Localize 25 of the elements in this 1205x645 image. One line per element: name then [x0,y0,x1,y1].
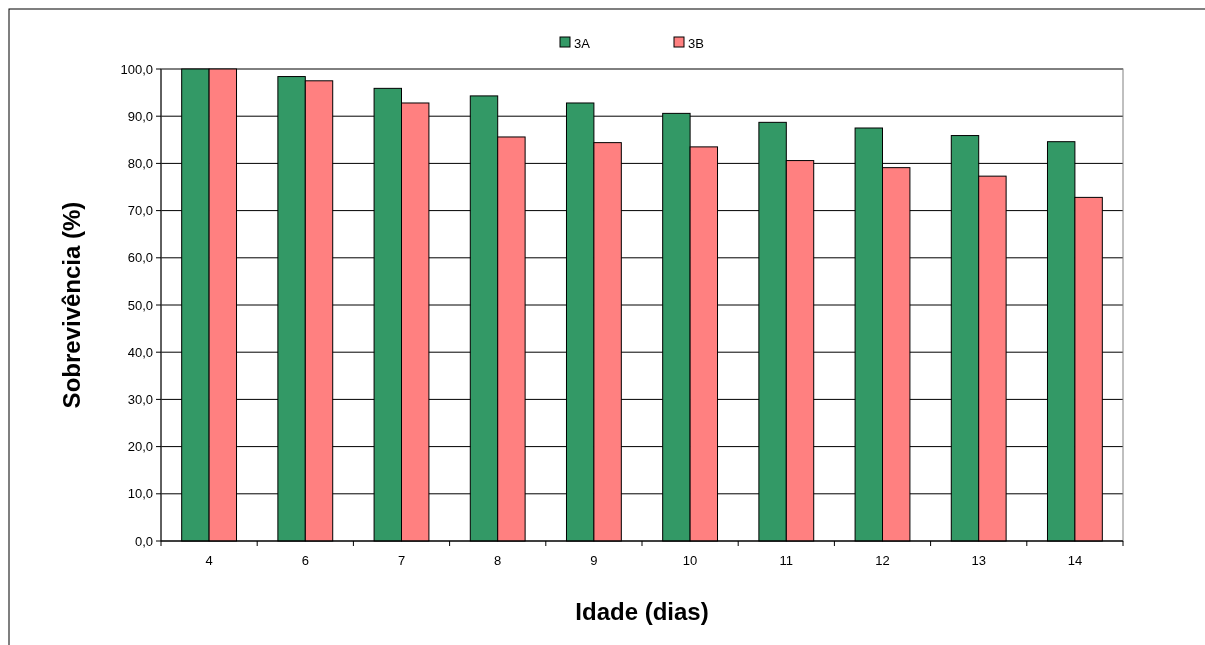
y-axis-title: Sobrevivência (%) [58,201,85,409]
y-tick-label: 0,0 [134,533,153,549]
legend-label: 3B [688,35,704,51]
y-tick-label: 70,0 [127,203,153,219]
x-tick-label: 7 [397,553,406,568]
y-tick-label: 60,0 [127,250,153,266]
x-tick-label: 10 [682,553,698,568]
y-tick-label: 10,0 [127,486,153,502]
x-tick-label: 11 [779,553,794,568]
y-tick-label: 100,0 [120,61,153,77]
y-tick-label: 30,0 [127,391,153,407]
y-tick-label: 80,0 [127,155,153,171]
x-axis-title: Idade (dias) [575,598,709,625]
y-tick-label: 50,0 [127,297,153,313]
x-tick-label: 14 [1067,553,1083,568]
y-tick-label: 20,0 [127,439,153,455]
x-tick-label: 6 [301,553,309,568]
y-tick-label: 40,0 [127,344,153,360]
x-tick-label: 12 [875,553,890,568]
x-tick-label: 13 [971,553,986,568]
y-tick-label: 90,0 [127,108,153,124]
x-tick-label: 8 [494,553,502,568]
x-tick-label: 9 [590,553,598,568]
legend-label: 3A [574,35,591,51]
x-tick-label: 4 [205,553,213,568]
